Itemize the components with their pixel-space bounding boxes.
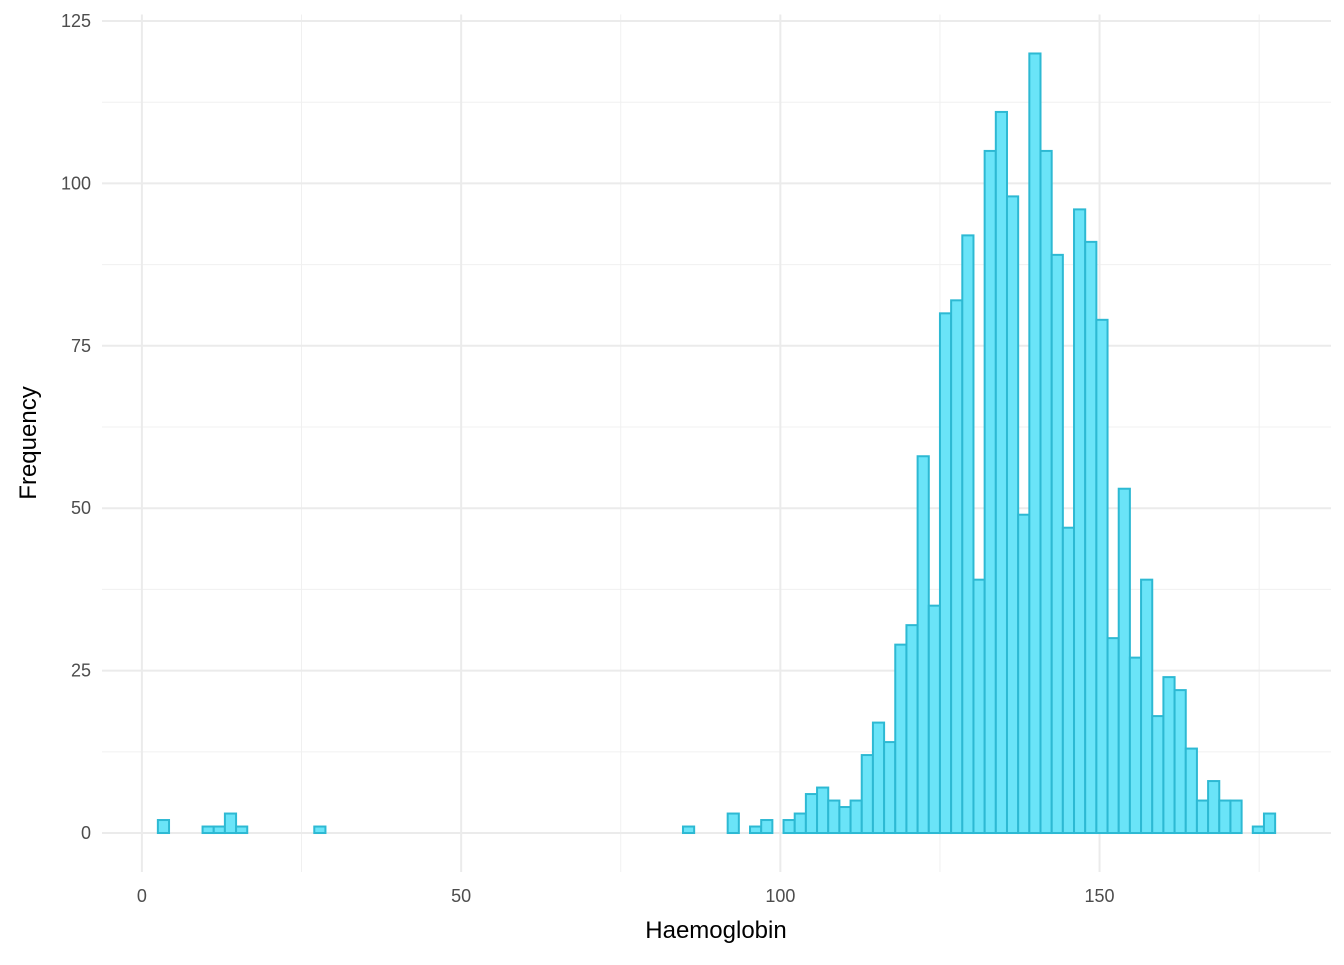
- bar: [201, 825, 215, 835]
- y-axis-title: Frequency: [15, 386, 42, 499]
- bar: [313, 825, 327, 835]
- x-tick-label: 150: [1085, 886, 1115, 906]
- bar: [883, 741, 897, 835]
- bar: [905, 624, 919, 835]
- bar: [1184, 747, 1198, 835]
- bar: [681, 825, 696, 835]
- bar: [235, 825, 249, 835]
- x-tick-label: 50: [451, 886, 471, 906]
- bar: [916, 455, 930, 835]
- bar: [760, 819, 774, 835]
- bar: [849, 799, 863, 835]
- bar: [726, 812, 740, 835]
- bar: [1218, 799, 1232, 835]
- bar: [1050, 253, 1064, 835]
- bar: [1162, 676, 1176, 835]
- bar: [1262, 812, 1277, 835]
- bar: [1017, 513, 1031, 835]
- bar: [1207, 780, 1221, 835]
- bar: [1028, 52, 1042, 835]
- y-tick-label: 25: [71, 661, 91, 681]
- bar: [838, 806, 852, 835]
- bar: [1095, 318, 1109, 835]
- bar: [1140, 578, 1154, 835]
- bar: [1117, 487, 1131, 835]
- bar: [972, 578, 986, 835]
- y-tick-label: 100: [61, 173, 91, 193]
- bar: [927, 604, 941, 835]
- bar: [804, 793, 819, 835]
- bar: [1251, 825, 1265, 835]
- bar: [994, 110, 1008, 835]
- bar: [1173, 689, 1187, 835]
- x-axis-title: Haemoglobin: [645, 917, 786, 944]
- bar: [816, 786, 830, 835]
- x-tick-label: 0: [137, 886, 147, 906]
- x-tick-label: 100: [765, 886, 795, 906]
- bar: [1151, 715, 1165, 835]
- bar: [749, 825, 763, 835]
- bar: [938, 312, 953, 835]
- bar: [212, 825, 226, 835]
- bar: [1106, 637, 1120, 835]
- bar: [860, 754, 874, 835]
- y-tick-label: 50: [71, 498, 91, 518]
- bar: [1073, 208, 1087, 835]
- bar: [1128, 656, 1143, 835]
- bar: [827, 799, 841, 835]
- bar: [782, 819, 796, 835]
- bar: [156, 819, 171, 835]
- bar: [1084, 240, 1098, 835]
- bar: [793, 812, 807, 835]
- bar: [223, 812, 238, 835]
- y-tick-label: 0: [81, 823, 91, 843]
- bar: [1005, 195, 1020, 835]
- bar: [894, 643, 908, 835]
- bar: [1195, 799, 1210, 835]
- bar: [961, 234, 975, 835]
- y-tick-label: 125: [61, 11, 91, 31]
- bar: [1229, 799, 1243, 835]
- y-tick-label: 75: [71, 336, 91, 356]
- bar: [1039, 149, 1053, 835]
- bar: [983, 149, 997, 835]
- bar: [1061, 526, 1076, 835]
- bar: [950, 299, 964, 835]
- bar: [871, 721, 886, 835]
